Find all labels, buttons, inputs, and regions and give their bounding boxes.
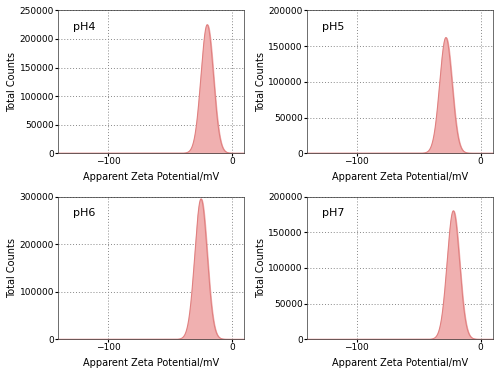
- Text: pH4: pH4: [74, 22, 96, 32]
- X-axis label: Apparent Zeta Potential/mV: Apparent Zeta Potential/mV: [84, 172, 220, 182]
- Y-axis label: Total Counts: Total Counts: [256, 238, 266, 298]
- X-axis label: Apparent Zeta Potential/mV: Apparent Zeta Potential/mV: [332, 358, 468, 368]
- X-axis label: Apparent Zeta Potential/mV: Apparent Zeta Potential/mV: [84, 358, 220, 368]
- Y-axis label: Total Counts: Total Counts: [7, 52, 17, 112]
- Text: pH5: pH5: [322, 22, 344, 32]
- Y-axis label: Total Counts: Total Counts: [7, 238, 17, 298]
- Text: pH7: pH7: [322, 208, 344, 218]
- X-axis label: Apparent Zeta Potential/mV: Apparent Zeta Potential/mV: [332, 172, 468, 182]
- Y-axis label: Total Counts: Total Counts: [256, 52, 266, 112]
- Text: pH6: pH6: [74, 208, 96, 218]
